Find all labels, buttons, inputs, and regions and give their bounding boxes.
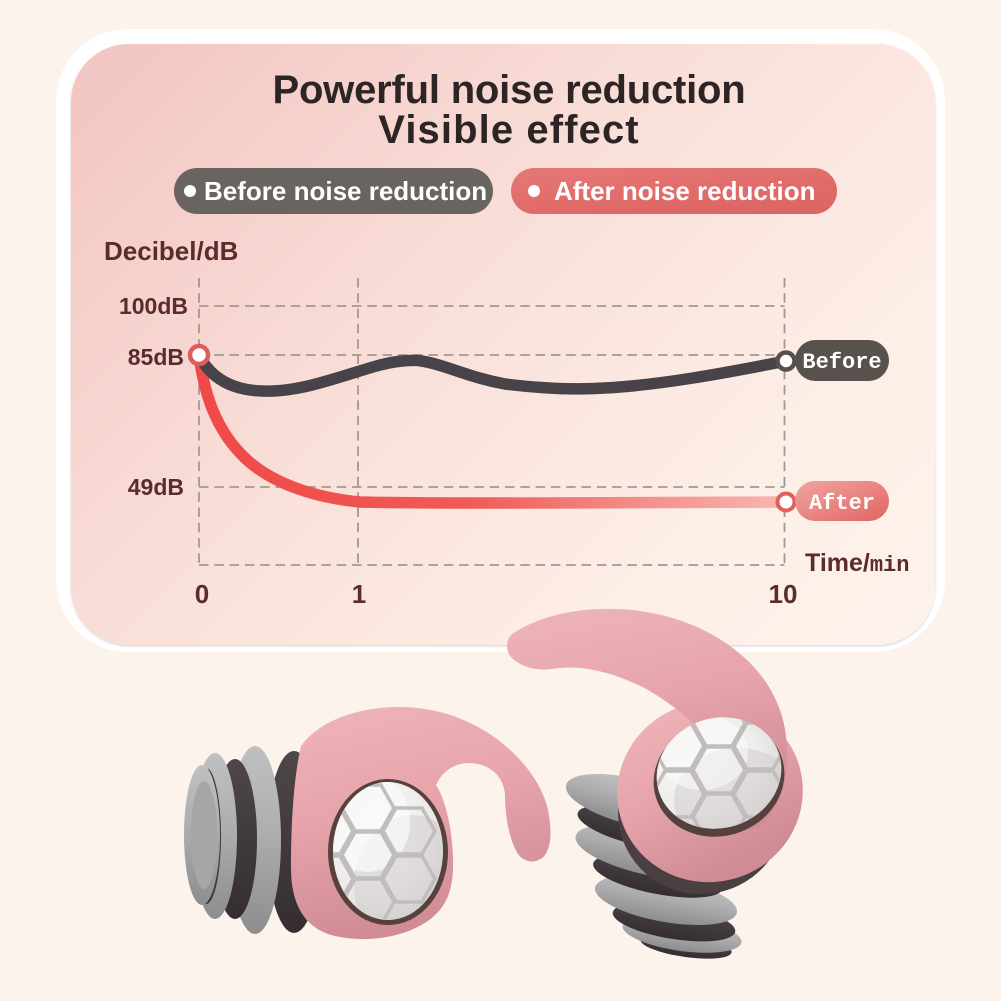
svg-text:Before: Before	[802, 350, 881, 375]
svg-text:After: After	[809, 491, 875, 516]
svg-text:49dB: 49dB	[128, 474, 184, 500]
svg-text:Decibel/dB: Decibel/dB	[104, 236, 238, 266]
svg-text:100dB: 100dB	[119, 293, 188, 319]
svg-text:0: 0	[195, 579, 209, 609]
svg-text:1: 1	[352, 579, 366, 609]
svg-text:85dB: 85dB	[128, 344, 184, 370]
svg-text:Time/min: Time/min	[805, 549, 909, 578]
svg-text:10: 10	[769, 579, 798, 609]
